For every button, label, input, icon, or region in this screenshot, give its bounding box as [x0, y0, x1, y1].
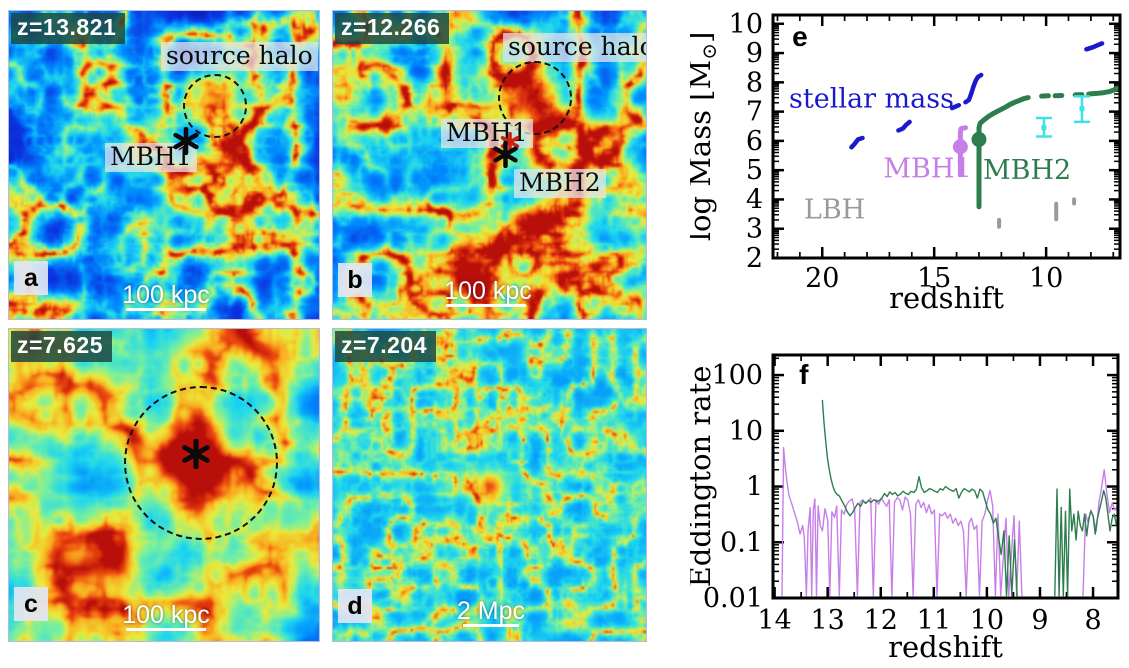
data-series [781, 399, 1118, 597]
chart-panel-letter: e [792, 21, 808, 52]
series-MBH2 [821, 399, 1118, 597]
svg-text:6: 6 [746, 126, 763, 157]
simulation-image-b [333, 11, 646, 319]
series-marker [971, 131, 987, 147]
mbh1-marker-asterisk [173, 127, 199, 155]
scale-bar-label: 100 kpc [122, 281, 210, 309]
mbh2-marker-asterisk [493, 141, 518, 168]
svg-text:8: 8 [1084, 605, 1101, 636]
svg-text:3: 3 [746, 214, 763, 245]
panel-letter-a: a [14, 261, 48, 295]
svg-text:2: 2 [746, 243, 763, 274]
annotation-MBH2: MBH2 [983, 155, 1071, 186]
redshift-badge: z=13.821 [11, 13, 126, 44]
source-halo-circle [124, 386, 278, 540]
scale-bar-label: 100 kpc [122, 601, 210, 629]
scale-bar-label: 2 Mpc [456, 597, 526, 625]
svg-text:13: 13 [810, 605, 844, 636]
svg-text:8: 8 [746, 67, 763, 98]
svg-text:5: 5 [746, 155, 763, 186]
source-halo-circle [183, 74, 247, 138]
mbh2-label: MBH2 [514, 168, 606, 198]
svg-text:9: 9 [1031, 605, 1048, 636]
scale-bar [126, 628, 206, 631]
panel-letter-c: c [14, 587, 48, 621]
panel-d-density-map: z=7.204 d 2 Mpc [332, 328, 647, 642]
y-axis-label: log Mass [M⊙] [690, 32, 721, 242]
x-axis-label: redshift [889, 281, 1004, 310]
svg-text:0.01: 0.01 [703, 583, 763, 614]
data-series [849, 41, 1120, 227]
scale-bar [446, 304, 526, 307]
plot-frame [771, 353, 1120, 600]
error-bars [1035, 95, 1090, 138]
svg-text:0.1: 0.1 [720, 527, 763, 558]
eddington-rate-chart: 14 13 12 11 10 9 8 0.01 0.1 1 10 100 redshift Eddingt… [690, 353, 1120, 664]
mbh-marker-asterisk [182, 439, 210, 469]
scale-bar-label: 100 kpc [444, 277, 532, 305]
svg-text:7: 7 [746, 97, 763, 128]
annotation-LBH: LBH [804, 195, 865, 226]
svg-text:10: 10 [729, 9, 763, 40]
source-halo-label: source halo [503, 32, 646, 62]
svg-text:14: 14 [757, 605, 791, 636]
scale-bar [126, 308, 206, 311]
mbh1-label: MBH1 [105, 142, 197, 172]
svg-text:11: 11 [917, 605, 951, 636]
simulation-image-d [333, 329, 646, 641]
svg-text:10: 10 [1029, 263, 1063, 294]
redshift-badge: z=7.625 [11, 331, 112, 362]
annotation-MBH1: MBH1 [883, 154, 971, 185]
redshift-badge: z=7.204 [335, 331, 436, 362]
svg-text:10: 10 [729, 416, 763, 447]
svg-text:4: 4 [746, 184, 763, 215]
tick-labels: 14 13 12 11 10 9 8 0.01 0.1 1 10 100 [703, 360, 1102, 636]
panel-c-density-map: z=7.625 c 100 kpc [8, 328, 320, 642]
series-marker [952, 139, 968, 155]
svg-text:10: 10 [970, 605, 1004, 636]
annotation-stellar-mass: stellar mass [789, 83, 954, 114]
series-stellar-mass [849, 41, 1105, 150]
y-axis-label: Eddington rate [690, 366, 717, 588]
svg-text:12: 12 [864, 605, 898, 636]
svg-text:20: 20 [805, 263, 839, 294]
redshift-badge: z=12.266 [335, 13, 450, 44]
svg-text:9: 9 [746, 38, 763, 69]
chart-panel-letter: f [799, 359, 809, 390]
scale-bar [463, 624, 519, 627]
panel-a-density-map: z=13.821 source halo MBH1 a 100 kpc [8, 10, 320, 320]
mbh1-label: MBH1 [441, 118, 533, 148]
panel-letter-d: d [338, 589, 372, 623]
panel-letter-b: b [338, 263, 372, 297]
svg-text:100: 100 [711, 360, 763, 391]
plot-frame [771, 13, 1122, 260]
series-MBH2 [976, 85, 1120, 210]
svg-text:1: 1 [746, 472, 763, 503]
x-axis-label: redshift [888, 630, 1003, 664]
panel-b-density-map: z=12.266 source halo MBH1 MBH2 b 100 kpc [332, 10, 647, 320]
source-halo-label: source halo [161, 41, 318, 71]
source-halo-circle [498, 61, 572, 135]
svg-text:15: 15 [917, 263, 951, 294]
series-LBH [999, 199, 1120, 227]
